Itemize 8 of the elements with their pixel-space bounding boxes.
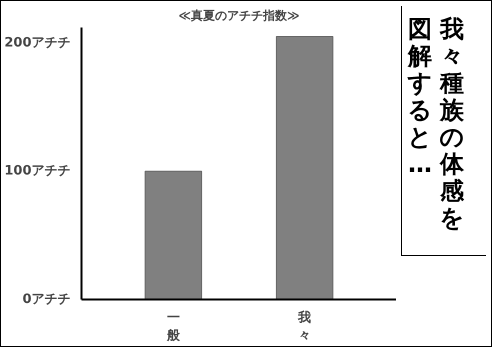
x-tick-label: 一般 xyxy=(166,310,181,344)
text: 我々種族の体感を xyxy=(438,15,466,232)
text: 図解すると… xyxy=(406,15,434,180)
chart-title: ≪真夏のアチチ指数≫ xyxy=(178,8,300,22)
y-tick-label: 0アチチ xyxy=(22,292,70,307)
y-tick-label: 100アチチ xyxy=(4,164,71,179)
x-tick-label: 我々 xyxy=(297,310,312,344)
y-tick-label: 200アチチ xyxy=(4,35,71,50)
